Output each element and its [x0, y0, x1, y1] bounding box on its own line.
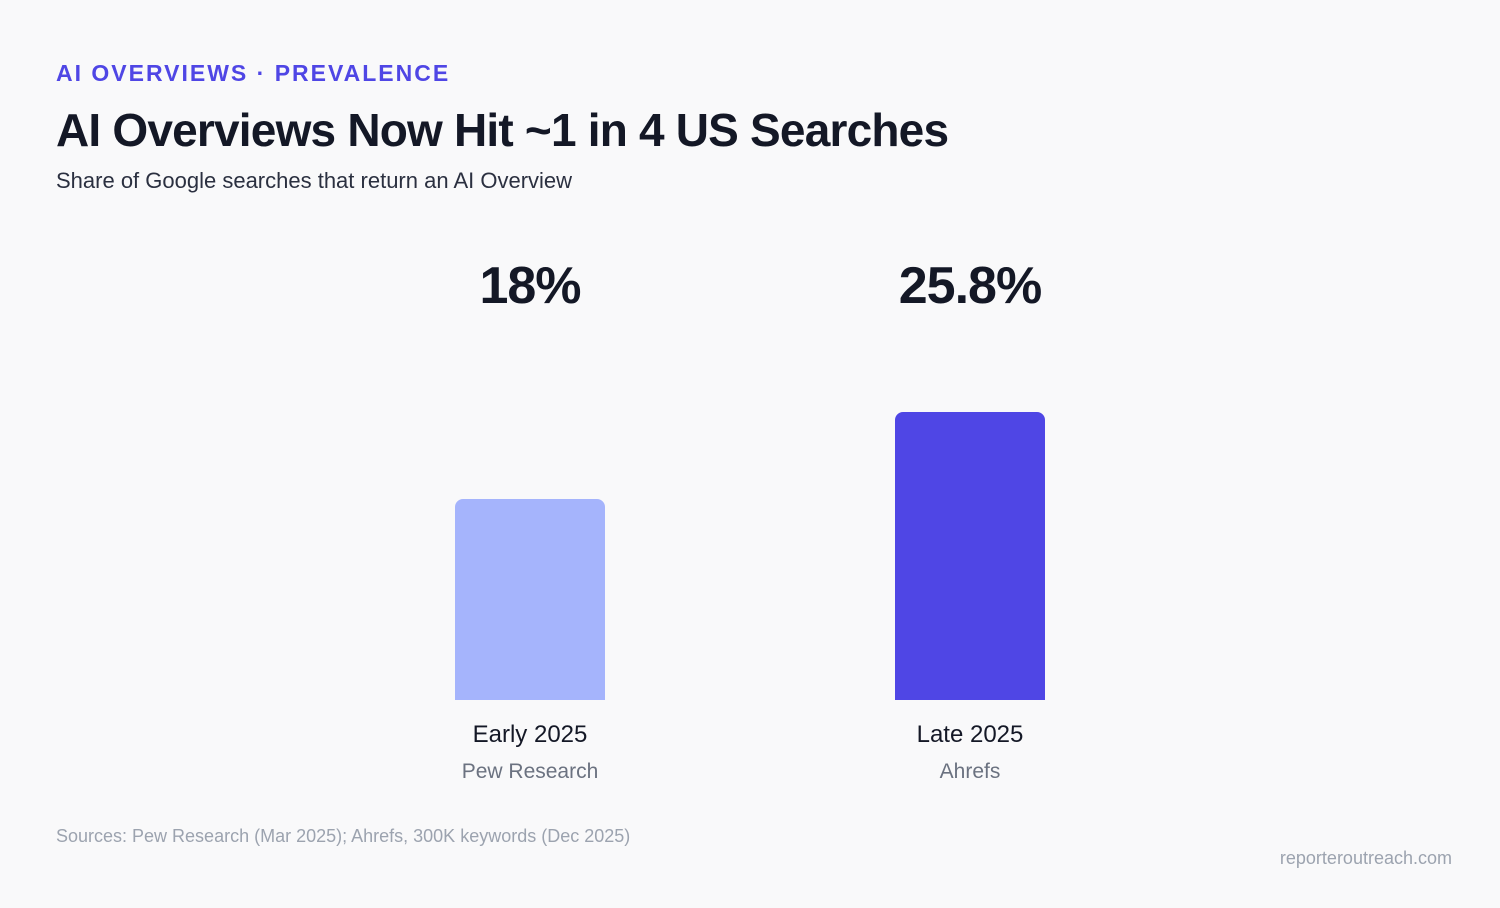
value-label-2: 25.8% [898, 257, 1042, 315]
bar-chart: 18% Early 2025 Pew Research 25.8% Late 2025 A… [0, 230, 1500, 810]
chart-subtitle: Share of Google searches that return an … [56, 168, 573, 193]
value-label-1: 18% [479, 257, 581, 315]
brand-watermark: reporteroutreach.com [1279, 848, 1452, 868]
sources-note: Sources: Pew Research (Mar 2025); Ahrefs… [56, 826, 631, 846]
bar-2 [895, 412, 1045, 700]
category-source-2: Ahrefs [939, 760, 1001, 783]
eyebrow-label: AI OVERVIEWS · PREVALENCE [56, 60, 451, 86]
category-source-1: Pew Research [461, 760, 599, 783]
category-label-2: Late 2025 [916, 721, 1024, 748]
category-label-1: Early 2025 [472, 721, 588, 748]
chart-title: AI Overviews Now Hit ~1 in 4 US Searches [56, 104, 949, 156]
bar-1 [455, 499, 605, 700]
